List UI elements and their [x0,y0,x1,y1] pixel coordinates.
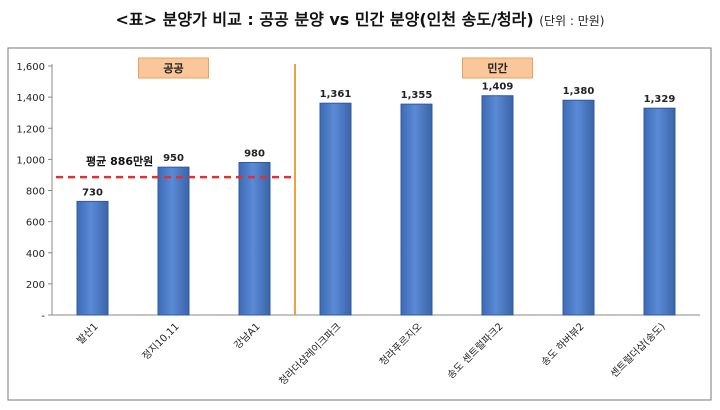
y-tick-label: 1,600 [16,62,45,73]
bar-value-label: 730 [82,187,103,198]
bar-value-label: 1,409 [482,82,514,93]
bar [481,95,514,316]
bar [319,102,352,316]
average-label: 평균 886만원 [86,154,153,168]
bar-value-label: 1,329 [644,94,676,105]
group-label: 민간 [487,61,507,75]
bar [76,200,109,316]
bar [238,161,271,316]
y-tick-label: 800 [26,187,45,198]
y-tick-label: 600 [26,218,45,229]
y-tick-label: 200 [26,280,45,291]
y-tick-label: 1,400 [16,93,45,104]
bar-value-label: 1,355 [401,90,433,101]
bar [643,107,676,316]
bar [157,166,190,316]
group-label-box [138,57,209,79]
y-tick-label: 400 [26,249,45,260]
y-tick-label: 1,200 [16,124,45,135]
unit-label: (단위 : 만원) [539,14,605,28]
chart-frame [7,47,712,401]
group-label-box [462,57,533,79]
bar-value-label: 1,380 [563,86,595,97]
bar-value-label: 980 [244,148,265,159]
bar-value-label: 950 [163,153,184,164]
title-main: 분양가 비교 : 공공 분양 vs 민간 분양(인천 송도/청라) [162,10,534,29]
bar [562,99,595,316]
chart-title: <표> 분양가 비교 : 공공 분양 vs 민간 분양(인천 송도/청라) (단… [0,6,720,30]
y-tick-label: 1,000 [16,155,45,166]
bar-value-label: 1,361 [320,89,352,100]
bar [400,103,433,316]
y-tick-label: - [41,311,45,322]
title-tag: <표> [115,10,158,29]
group-label: 공공 [163,62,183,75]
